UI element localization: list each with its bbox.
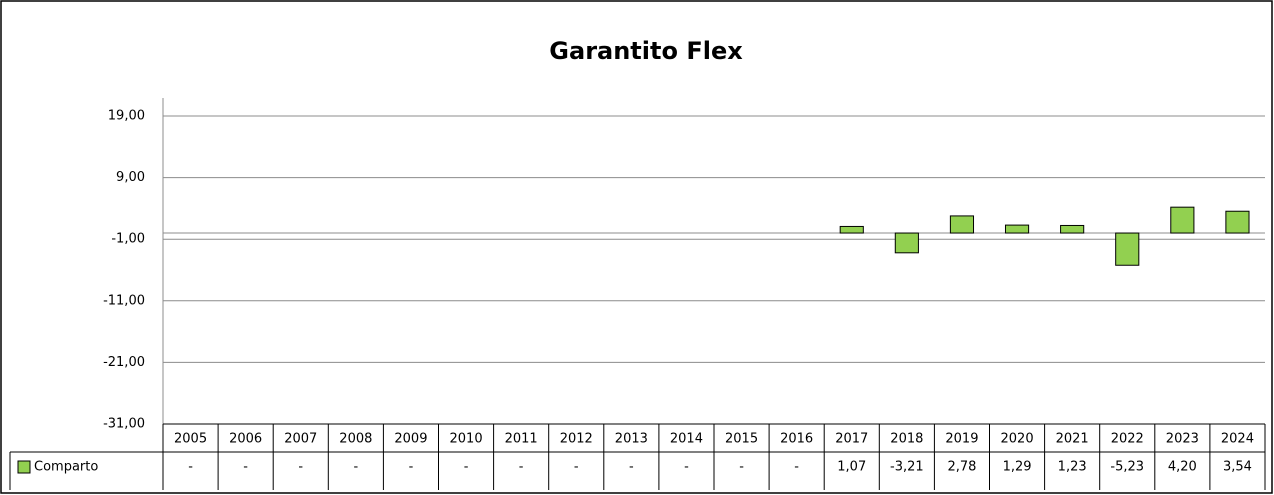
x-tick-label: 2015 <box>725 432 758 447</box>
bar <box>1170 206 1195 234</box>
value-label: 1,07 <box>837 460 866 475</box>
value-label: 1,23 <box>1058 460 1087 475</box>
value-label: - <box>519 460 524 475</box>
y-tick-label: -21,00 <box>103 355 145 370</box>
bar <box>1060 224 1085 234</box>
x-tick-label: 2016 <box>780 432 813 447</box>
value-label: - <box>574 460 579 475</box>
x-tick-label: 2022 <box>1111 432 1144 447</box>
value-label: 2,78 <box>947 460 976 475</box>
y-tick-label: 19,00 <box>108 109 145 124</box>
x-tick-label: 2012 <box>560 432 593 447</box>
x-tick-label: 2014 <box>670 432 703 447</box>
value-label: - <box>629 460 634 475</box>
value-label: - <box>409 460 414 475</box>
x-tick-label: 2017 <box>835 432 868 447</box>
x-tick-label: 2008 <box>339 432 372 447</box>
value-label: - <box>794 460 799 475</box>
x-tick-label: 2019 <box>945 432 978 447</box>
legend-swatch <box>17 460 31 474</box>
bar <box>949 215 975 234</box>
x-tick-label: 2007 <box>284 432 317 447</box>
x-tick-label: 2021 <box>1056 432 1089 447</box>
value-label: - <box>353 460 358 475</box>
value-label: 1,29 <box>1003 460 1032 475</box>
bar <box>1004 224 1030 234</box>
value-label: -5,23 <box>1110 460 1144 475</box>
x-tick-label: 2013 <box>615 432 648 447</box>
value-label: -3,21 <box>890 460 924 475</box>
x-tick-label: 2023 <box>1166 432 1199 447</box>
x-tick-label: 2018 <box>890 432 923 447</box>
value-label: - <box>739 460 744 475</box>
x-tick-label: 2024 <box>1221 432 1254 447</box>
bar <box>839 225 864 234</box>
value-label: - <box>464 460 469 475</box>
bar <box>1115 232 1140 266</box>
bar <box>1225 210 1250 234</box>
value-label: 3,54 <box>1223 460 1252 475</box>
bar <box>894 232 919 254</box>
x-tick-label: 2010 <box>450 432 483 447</box>
x-tick-label: 2005 <box>174 432 207 447</box>
x-tick-label: 2020 <box>1001 432 1034 447</box>
value-label: - <box>188 460 193 475</box>
value-label: - <box>243 460 248 475</box>
y-tick-label: -31,00 <box>103 417 145 432</box>
legend-label: Comparto <box>34 460 98 475</box>
value-label: - <box>298 460 303 475</box>
y-tick-label: -1,00 <box>111 232 145 247</box>
x-tick-label: 2011 <box>505 432 538 447</box>
value-label: - <box>684 460 689 475</box>
value-label: 4,20 <box>1168 460 1197 475</box>
x-tick-label: 2006 <box>229 432 262 447</box>
x-tick-label: 2009 <box>394 432 427 447</box>
y-tick-label: -11,00 <box>103 293 145 308</box>
chart-title: Garantito Flex <box>549 37 743 65</box>
y-tick-label: 9,00 <box>116 170 145 185</box>
